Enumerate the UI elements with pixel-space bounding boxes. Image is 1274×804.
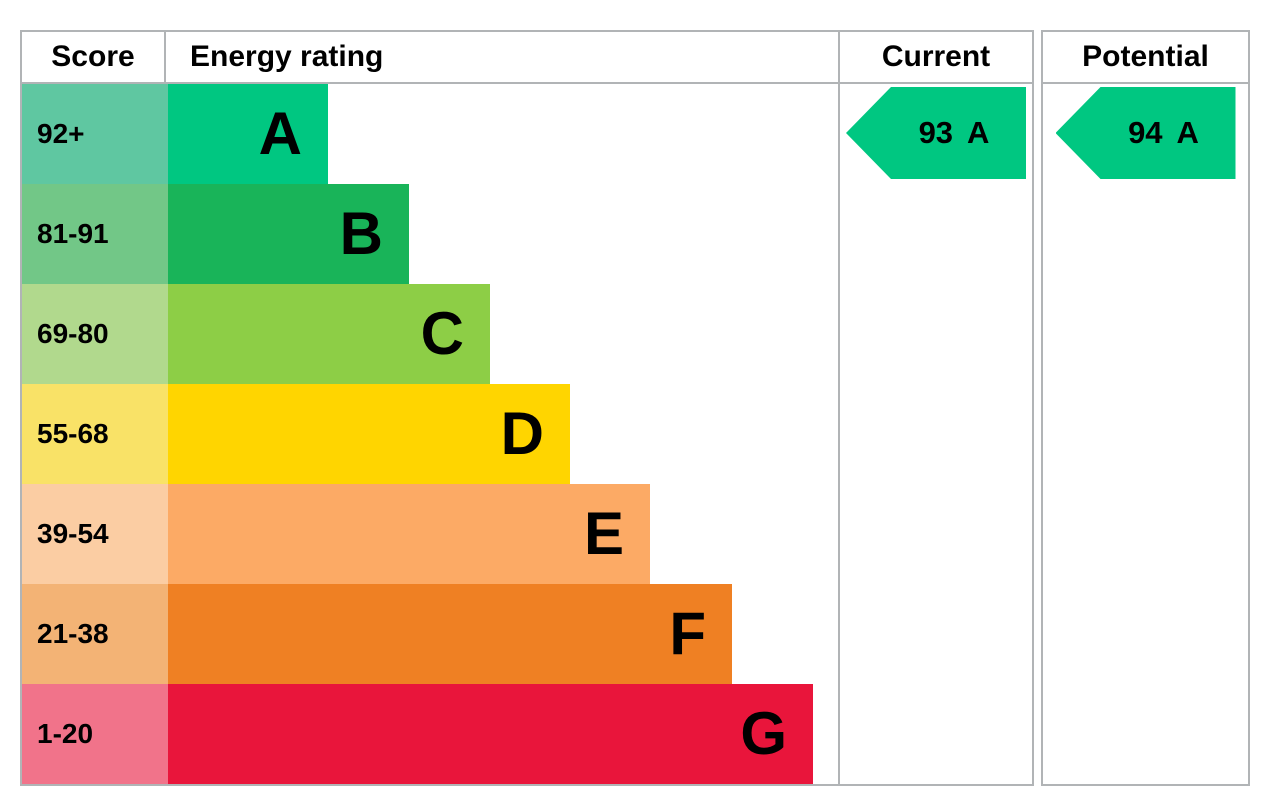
rating-bar: G (168, 684, 813, 784)
rating-bar: F (168, 584, 732, 684)
rating-letter: E (583, 500, 624, 567)
score-cell: 69-80 (22, 284, 168, 384)
rating-bar: D (168, 384, 570, 484)
score-range-label: 81-91 (37, 218, 109, 249)
score-cell: 92+ (22, 84, 168, 184)
current-score-value: 93 (918, 115, 954, 150)
rating-letter: C (420, 300, 464, 367)
main-header-row: Score Energy rating (22, 32, 838, 84)
score-cell: 81-91 (22, 184, 168, 284)
score-cell: 1-20 (22, 684, 168, 784)
score-cell: 21-38 (22, 584, 168, 684)
band-row: 69-80 C (22, 284, 838, 384)
score-column-header: Score (22, 32, 166, 82)
potential-score-value: 94 (1128, 115, 1163, 150)
band-row: 39-54 E (22, 484, 838, 584)
band-row: 55-68 D (22, 384, 838, 484)
band-rows: 92+ A 81-91 B 69-80 C 55-68 D 39-54 (22, 84, 838, 784)
band-row: 92+ A (22, 84, 838, 184)
potential-rating-arrow: 94 A (1055, 87, 1236, 179)
potential-column-header: Potential (1082, 40, 1209, 73)
current-column-header: Current (881, 40, 991, 73)
score-range-label: 92+ (37, 118, 85, 149)
potential-rating-column: Potential 94 A (1041, 30, 1250, 786)
rating-bar: A (168, 84, 328, 184)
rating-letter: G (740, 700, 787, 767)
rating-bar: B (168, 184, 409, 284)
potential-rating-letter: A (1176, 115, 1199, 150)
band-row: 81-91 B (22, 184, 838, 284)
current-rating-arrow: 93 A (846, 87, 1026, 179)
score-range-label: 39-54 (37, 518, 109, 549)
score-cell: 55-68 (22, 384, 168, 484)
energy-rating-chart: Score Energy rating 92+ A 81-91 B 69-80 … (20, 30, 840, 786)
current-rating-column: Current 93 A (838, 30, 1034, 786)
rating-letter: B (339, 200, 383, 267)
energy-rating-column-header: Energy rating (190, 40, 384, 73)
rating-letter: A (258, 100, 302, 167)
current-header-row: Current (840, 32, 1032, 84)
score-range-label: 69-80 (37, 318, 109, 349)
score-range-label: 21-38 (37, 618, 109, 649)
band-row: 21-38 F (22, 584, 838, 684)
rating-letter: D (500, 400, 544, 467)
rating-bar: C (168, 284, 490, 384)
score-range-label: 1-20 (37, 718, 94, 749)
rating-bar: E (168, 484, 650, 584)
rating-letter: F (669, 600, 706, 667)
score-cell: 39-54 (22, 484, 168, 584)
score-range-label: 55-68 (37, 418, 109, 449)
band-row: 1-20 G (22, 684, 838, 784)
potential-header-row: Potential (1043, 32, 1248, 84)
current-rating-letter: A (967, 115, 990, 150)
